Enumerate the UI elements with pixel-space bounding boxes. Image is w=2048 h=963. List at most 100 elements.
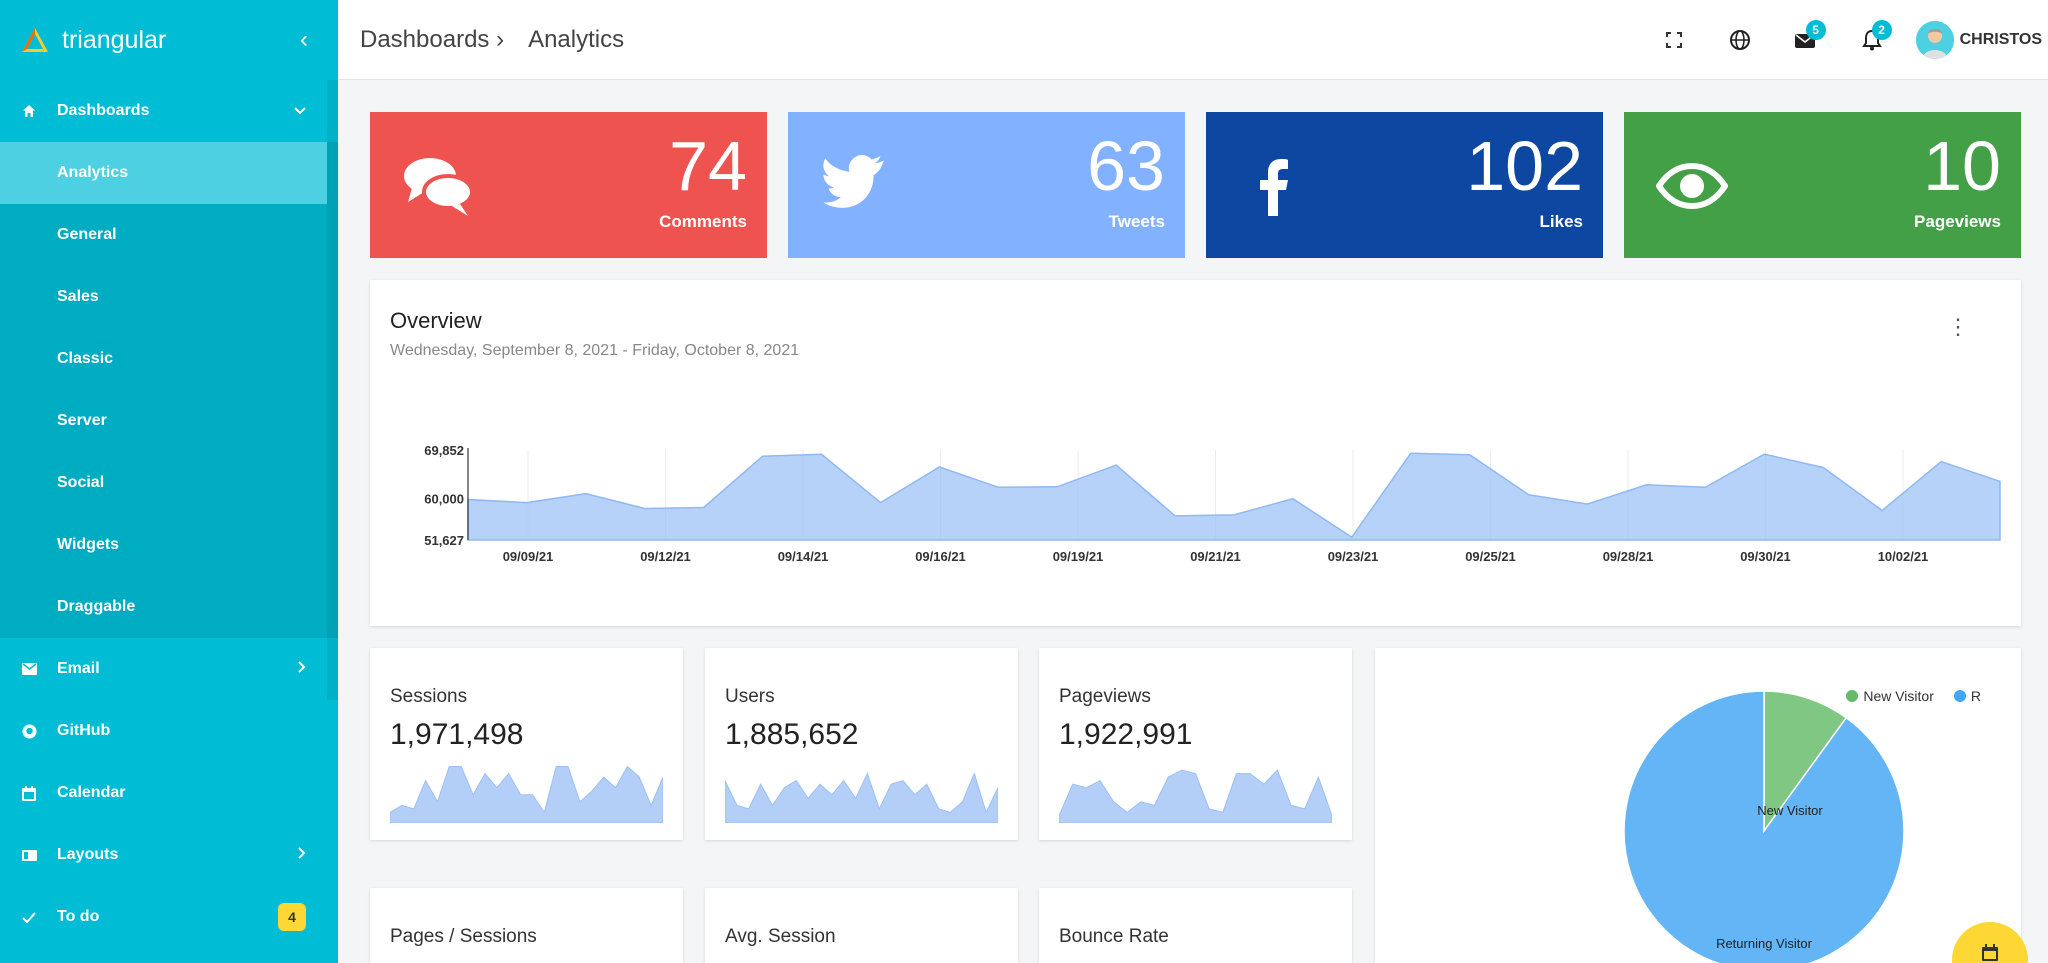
sidebar-item-calendar[interactable]: Calendar [0,762,338,824]
sparkline-area [725,772,998,823]
stat-value: 102 [1466,127,1583,205]
y-tick-label: 60,000 [424,492,464,507]
x-tick-label: 09/30/21 [1740,549,1791,564]
sidebar-item-todo[interactable]: To do 4 [0,886,338,948]
visitors-pie-card: New Visitor R New Visitor Returning Visit… [1375,648,2021,963]
sidebar: triangular ‹ Dashboards Analytics Genera… [0,0,338,963]
metric-card-bounce-rate: Bounce Rate [1039,888,1352,963]
stat-card-tweets: 63 Tweets [788,112,1185,258]
eye-icon [1656,162,1728,210]
legend-item-new-visitor[interactable]: New Visitor [1846,688,1934,704]
x-tick-label: 09/25/21 [1465,549,1516,564]
legend-item-returning[interactable]: R [1953,688,1981,704]
messages-count-badge: 5 [1805,20,1826,40]
sidebar-item-label: To do [57,908,100,925]
overview-chart: 69,852 60,000 51,627 09/09/21 09/12/21 09/14/… [424,443,2001,564]
twitter-icon [823,155,885,208]
comments-icon [404,158,474,216]
sidebar-scrollbar[interactable] [327,80,338,700]
sidebar-item-label: Layouts [57,846,119,863]
x-tick-label: 09/28/21 [1603,549,1654,564]
sidebar-item-server[interactable]: Server [57,412,107,429]
stat-label: Tweets [1108,212,1165,231]
stat-card-pageviews: 10 Pageviews [1624,112,2021,258]
sidebar-item-social[interactable]: Social [57,474,105,491]
dashboards-submenu: Analytics General Sales Classic Server S… [0,142,338,638]
sidebar-item-label: Email [57,660,100,677]
metric-value: 1,885,652 [725,718,859,751]
y-tick-label: 69,852 [424,443,464,458]
metric-label: Sessions [390,686,468,707]
y-tick-label: 51,627 [424,533,464,548]
home-icon [20,102,38,120]
metric-label: Pageviews [1059,686,1151,707]
pageviews-sparkline [1059,769,1332,823]
pie-slice-label: Returning Visitor [1716,936,1813,951]
facebook-icon [1260,159,1288,216]
sidebar-item-general[interactable]: General [57,226,117,243]
overview-title: Overview [390,308,482,333]
sidebar-item-widgets[interactable]: Widgets [57,536,120,553]
pie-slice [1623,690,1905,963]
top-header: Dashboards › Analytics 5 2 CHRISTOS [338,0,2048,80]
sidebar-item-label: GitHub [57,722,111,739]
x-tick-label: 09/21/21 [1190,549,1241,564]
sidebar-item-layouts[interactable]: Layouts [0,824,338,886]
collapse-sidebar-icon[interactable]: ‹ [300,26,308,53]
x-tick-label: 09/23/21 [1328,549,1379,564]
stat-value: 10 [1923,127,2001,205]
sparkline-area [390,765,663,823]
stat-value: 74 [669,127,747,205]
metric-label: Users [725,686,775,707]
sidebar-item-dashboards[interactable]: Dashboards [0,80,338,142]
sessions-sparkline [390,765,663,823]
overview-date-range: Wednesday, September 8, 2021 - Friday, O… [390,342,800,359]
sidebar-item-email[interactable]: Email [0,638,338,700]
x-tick-label: 09/14/21 [778,549,829,564]
metric-label: Bounce Rate [1059,926,1169,947]
stat-label: Likes [1539,212,1583,231]
sidebar-item-analytics[interactable]: Analytics [0,142,327,204]
sidebar-item-label: Calendar [57,784,126,801]
bell-icon[interactable]: 2 [1852,20,1892,60]
pie-legend: New Visitor R [1826,688,1981,704]
github-icon [20,722,38,740]
breadcrumb-dashboards[interactable]: Dashboards › [360,25,505,53]
sparkline-area [1059,769,1332,823]
fullscreen-icon[interactable] [1654,20,1694,60]
x-tick-label: 09/19/21 [1053,549,1104,564]
brand-name: triangular [62,25,167,54]
triangle-logo-icon [22,28,48,52]
layout-icon [20,846,38,864]
metric-label: Pages / Sessions [390,926,537,947]
messages-icon[interactable]: 5 [1786,20,1826,60]
pie-slice [1763,690,1848,834]
sidebar-item-draggable[interactable]: Draggable [57,598,136,615]
more-options-icon[interactable]: ⋮ [1947,314,1969,339]
sidebar-item-github[interactable]: GitHub [0,700,338,762]
x-tick-label: 10/02/21 [1878,549,1929,564]
header-actions: 5 2 CHRISTOS [1628,0,2048,80]
avatar[interactable] [1915,21,1954,59]
chevron-right-icon [298,846,306,864]
metric-card-sessions: Sessions 1,971,498 [370,648,683,840]
user-name[interactable]: CHRISTOS [1959,31,2042,48]
metric-value: 1,922,991 [1059,718,1193,751]
metric-label: Avg. Session [725,926,836,947]
pie-slice-label: New Visitor [1757,803,1823,818]
brand[interactable]: triangular ‹ [0,0,338,80]
overview-area-series [467,452,2001,541]
sidebar-item-sales[interactable]: Sales [57,288,99,305]
stat-card-likes: 102 Likes [1206,112,1603,258]
notifications-count-badge: 2 [1871,20,1892,40]
x-tick-label: 09/09/21 [503,549,554,564]
globe-icon[interactable] [1720,20,1760,60]
sidebar-item-label: Dashboards [57,102,150,119]
overview-card: Overview Wednesday, September 8, 2021 - … [370,280,2021,626]
chevron-right-icon [298,660,306,678]
mail-icon [20,660,38,678]
metric-card-pageviews: Pageviews 1,922,991 [1039,648,1352,840]
stat-card-comments: 74 Comments [370,112,767,258]
sidebar-item-classic[interactable]: Classic [57,350,114,367]
metric-card-avg-session: Avg. Session [705,888,1018,963]
